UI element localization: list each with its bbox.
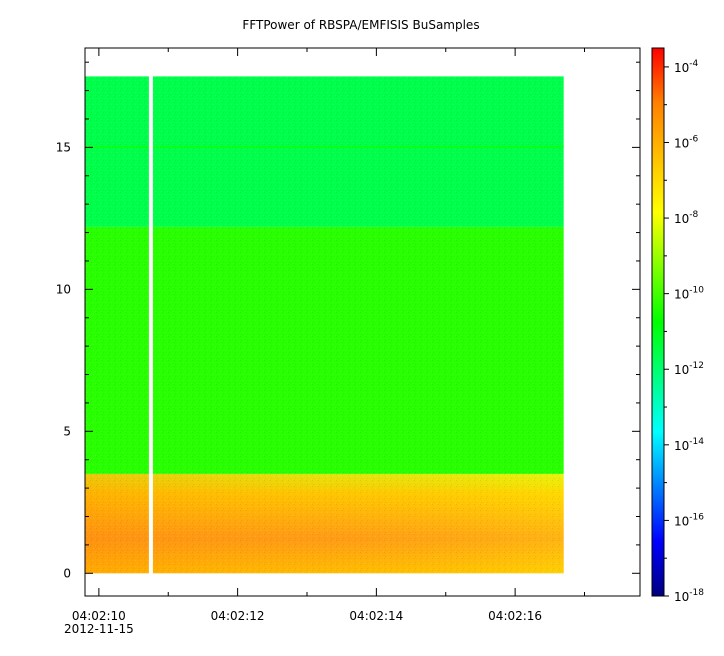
colorbar-tick-base: 10 <box>674 514 689 528</box>
colorbar-tick-label: 10-12 <box>674 361 704 377</box>
x-tick-label: 04:02:10 <box>72 609 126 623</box>
colorbar-tick-base: 10 <box>674 590 689 604</box>
colorbar-tick-label: 10-10 <box>674 286 704 302</box>
y-tick-label: 10 <box>56 282 71 296</box>
y-tick-label: 5 <box>63 424 71 438</box>
colorbar-tick-exp: -8 <box>689 210 698 220</box>
colorbar-tick-label: 10-4 <box>674 59 699 75</box>
y-axis: 0 5 10 15 <box>56 61 640 580</box>
colorbar-tick-exp: -14 <box>689 437 704 447</box>
colorbar-tick-exp: -4 <box>689 59 698 69</box>
spectrogram-noise <box>85 76 564 574</box>
colorbar-tick-base: 10 <box>674 288 689 302</box>
x-tick-label: 04:02:14 <box>349 609 403 623</box>
colorbar-tick-exp: -10 <box>689 286 704 296</box>
x-tick-label: 04:02:16 <box>488 609 542 623</box>
colorbar-tick-label: 10-8 <box>674 210 699 226</box>
y-tick-label: 0 <box>63 566 71 580</box>
colorbar-gradient <box>651 47 665 597</box>
data-gap <box>148 75 153 575</box>
y-tick-label: 15 <box>56 140 71 154</box>
plot-area <box>84 47 641 597</box>
colorbar-tick-base: 10 <box>674 439 689 453</box>
colorbar-tick-base: 10 <box>674 363 689 377</box>
chart-title: FFTPower of RBSPA/EMFISIS BuSamples <box>242 18 479 32</box>
colorbar-tick-label: 10-16 <box>674 512 704 528</box>
colorbar-tick-label: 10-6 <box>674 134 699 150</box>
colorbar-tick-exp: -16 <box>689 512 704 522</box>
colorbar-tick-exp: -12 <box>689 361 704 371</box>
colorbar-tick-base: 10 <box>674 61 689 75</box>
colorbar-tick-exp: -6 <box>689 134 698 144</box>
plot-frame <box>84 47 641 597</box>
colorbar-tick-base: 10 <box>674 212 689 226</box>
colorbar-tick-label: 10-18 <box>674 588 704 604</box>
colorbar-tick-exp: -18 <box>689 588 704 598</box>
colorbar-tick-base: 10 <box>674 136 689 150</box>
x-tick-label: 04:02:12 <box>211 609 265 623</box>
x-tick-date-label: 2012-11-15 <box>64 622 134 636</box>
colorbar-tick-label: 10-14 <box>674 437 704 453</box>
